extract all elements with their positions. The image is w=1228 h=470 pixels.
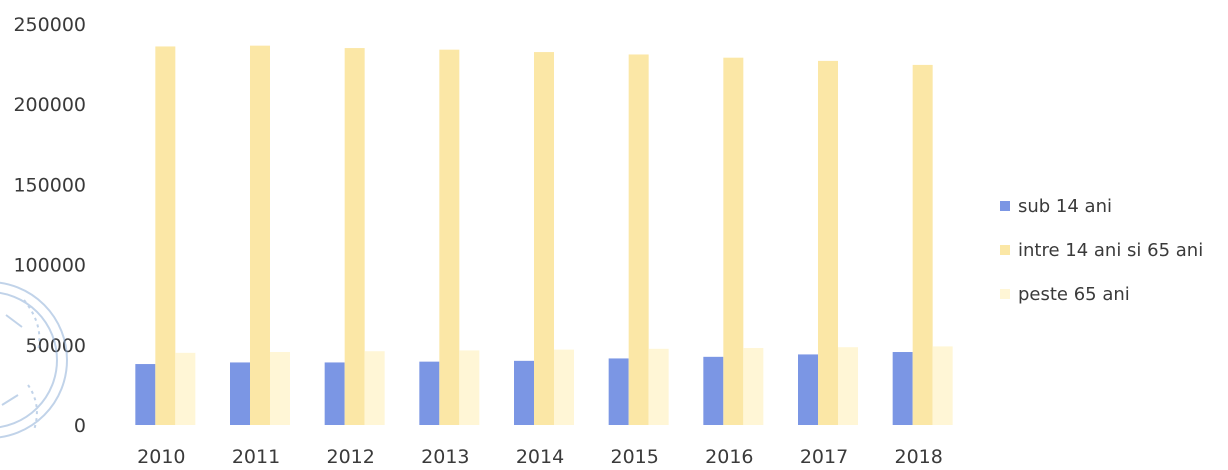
legend-label: peste 65 ani [1018, 283, 1130, 305]
bar [270, 352, 290, 425]
bar [554, 349, 574, 425]
x-tick-label: 2010 [137, 446, 185, 468]
legend: sub 14 ani intre 14 ani si 65 ani peste … [1000, 184, 1203, 316]
x-tick-label: 2016 [705, 446, 753, 468]
y-tick-label: 100000 [13, 255, 86, 277]
bar [743, 348, 764, 425]
x-tick-label: 2015 [610, 446, 658, 468]
bar [135, 364, 156, 425]
bar [534, 52, 554, 425]
x-tick-label: 2012 [326, 446, 374, 468]
bar [703, 356, 724, 425]
bar [912, 64, 933, 425]
bar [648, 348, 669, 425]
bar [892, 352, 913, 425]
y-tick-label: 0 [74, 415, 86, 437]
legend-label: intre 14 ani si 65 ani [1018, 239, 1204, 261]
y-tick-label: 150000 [13, 174, 86, 196]
bar [419, 361, 440, 425]
bar [230, 362, 250, 425]
bar [155, 46, 176, 426]
legend-swatch [1000, 245, 1010, 255]
bar [364, 351, 385, 425]
legend-item: peste 65 ani [1000, 272, 1203, 316]
stamp-seal-icon [0, 281, 68, 439]
bar [818, 60, 838, 425]
bar [798, 354, 818, 425]
x-tick-label: 2018 [894, 446, 942, 468]
x-tick-label: 2014 [516, 446, 564, 468]
bar [324, 362, 345, 425]
legend-swatch [1000, 289, 1010, 299]
legend-swatch [1000, 201, 1010, 211]
y-tick-label: 200000 [13, 94, 86, 116]
bar [459, 350, 480, 425]
bar [344, 48, 365, 426]
y-tick-label: 250000 [13, 14, 86, 36]
x-tick-label: 2013 [421, 446, 469, 468]
bar [439, 49, 460, 425]
bar [514, 360, 534, 425]
legend-label: sub 14 ani [1018, 195, 1112, 217]
bar [838, 347, 858, 425]
bar [175, 352, 196, 425]
x-axis: 2010 2011 2012 2013 2014 2015 2016 2017 2018 [137, 446, 943, 468]
bars [135, 45, 953, 426]
legend-item: sub 14 ani [1000, 184, 1203, 228]
legend-item: intre 14 ani si 65 ani [1000, 228, 1203, 272]
bar [932, 346, 953, 425]
x-tick-label: 2017 [800, 446, 848, 468]
bar [608, 358, 629, 425]
bar [723, 57, 744, 426]
bar [628, 54, 649, 425]
x-tick-label: 2011 [232, 446, 280, 468]
bar [250, 45, 270, 426]
